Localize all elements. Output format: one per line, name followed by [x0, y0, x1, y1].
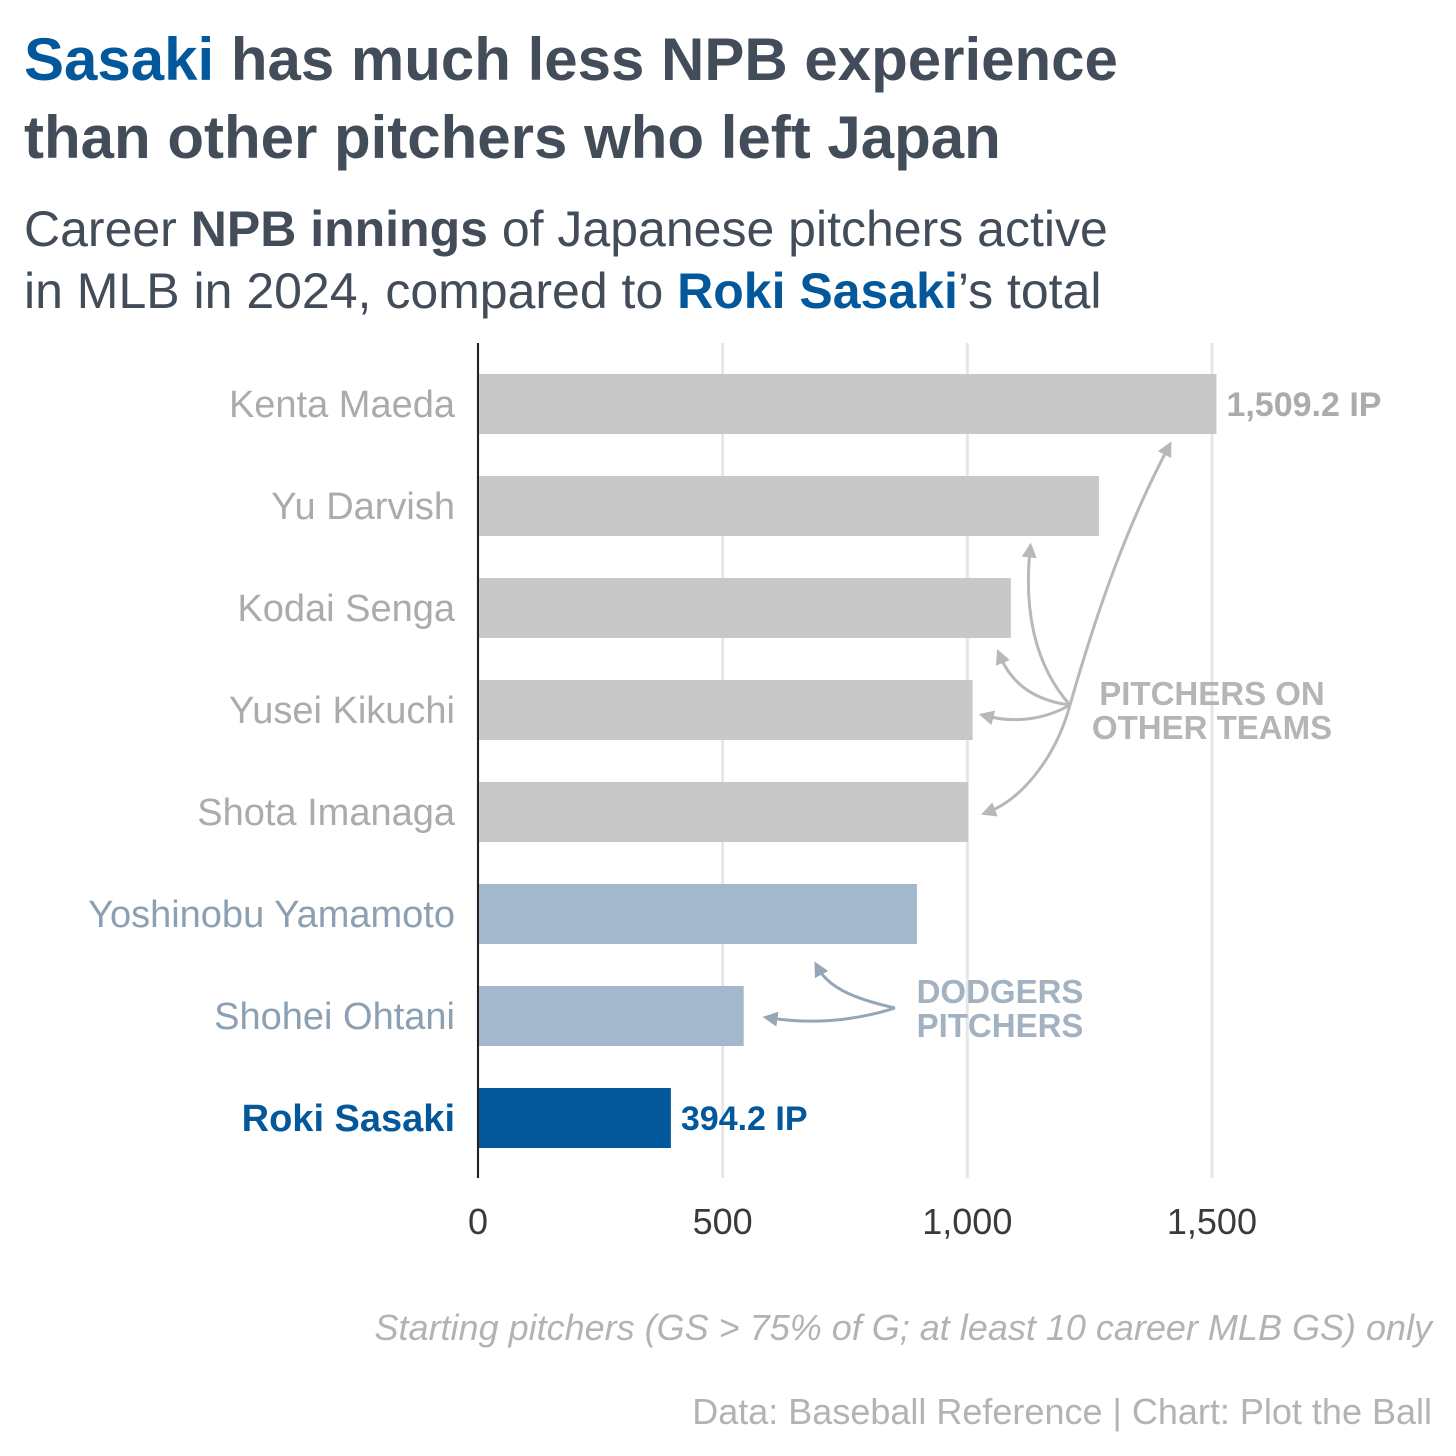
bar — [478, 782, 969, 842]
footnote: Starting pitchers (GS > 75% of G; at lea… — [375, 1307, 1434, 1348]
arrow — [1021, 542, 1072, 706]
x-tick-label: 500 — [693, 1201, 753, 1242]
x-tick-label: 1,000 — [922, 1201, 1012, 1242]
arrow — [980, 704, 1072, 817]
y-tick-label: Yu Darvish — [271, 486, 455, 528]
annotation: DODGERS — [917, 973, 1084, 1010]
y-tick-label: Yoshinobu Yamamoto — [88, 894, 455, 936]
value-label: 394.2 IP — [681, 1100, 808, 1138]
subtitle-part: in MLB in 2024, compared to — [24, 263, 677, 319]
source: Data: Baseball Reference | Chart: Plot t… — [692, 1391, 1432, 1432]
title-part: than other pitchers who left Japan — [24, 104, 1001, 171]
arrow — [814, 961, 896, 1010]
value-label: 1,509.2 IP — [1226, 386, 1381, 424]
arrow — [995, 649, 1071, 707]
subtitle-part: of Japanese pitchers active — [488, 201, 1108, 257]
subtitle-part: Roki Sasaki — [677, 263, 958, 319]
arrow — [978, 703, 1071, 726]
title-part: Sasaki — [24, 26, 214, 93]
bars — [478, 374, 1217, 1148]
y-tick-label: Roki Sasaki — [242, 1098, 455, 1140]
arrow — [1068, 441, 1172, 706]
bar — [478, 986, 744, 1046]
chart-subtitle: Career NPB innings of Japanese pitchers … — [24, 201, 1108, 257]
y-tick-label: Shohei Ohtani — [214, 996, 455, 1038]
bar — [478, 680, 973, 740]
annotation: OTHER TEAMS — [1092, 709, 1332, 746]
y-tick-label: Kodai Senga — [237, 588, 455, 630]
arrow — [762, 1006, 896, 1027]
bar — [478, 476, 1099, 536]
bar — [478, 374, 1217, 434]
chart-title: than other pitchers who left Japan — [24, 104, 1001, 171]
y-tick-label: Kenta Maeda — [229, 384, 456, 426]
annotation: PITCHERS ON — [1099, 675, 1325, 712]
arrows — [762, 441, 1172, 1027]
subtitle-part: Career — [24, 201, 191, 257]
bar — [478, 1088, 671, 1148]
x-tick-label: 0 — [468, 1201, 488, 1242]
subtitle-part: NPB innings — [191, 201, 488, 257]
grid — [476, 343, 1214, 1178]
chart-subtitle: in MLB in 2024, compared to Roki Sasaki’… — [24, 263, 1101, 319]
title-part: has much less NPB experience — [214, 26, 1118, 93]
chart-title: Sasaki has much less NPB experience — [24, 26, 1118, 93]
bar — [478, 578, 1011, 638]
bar — [478, 884, 917, 944]
y-tick-label: Yusei Kikuchi — [229, 690, 455, 732]
annotation: PITCHERS — [917, 1007, 1084, 1044]
x-tick-label: 1,500 — [1167, 1201, 1257, 1242]
y-tick-label: Shota Imanaga — [197, 792, 456, 834]
subtitle-part: ’s total — [958, 263, 1102, 319]
